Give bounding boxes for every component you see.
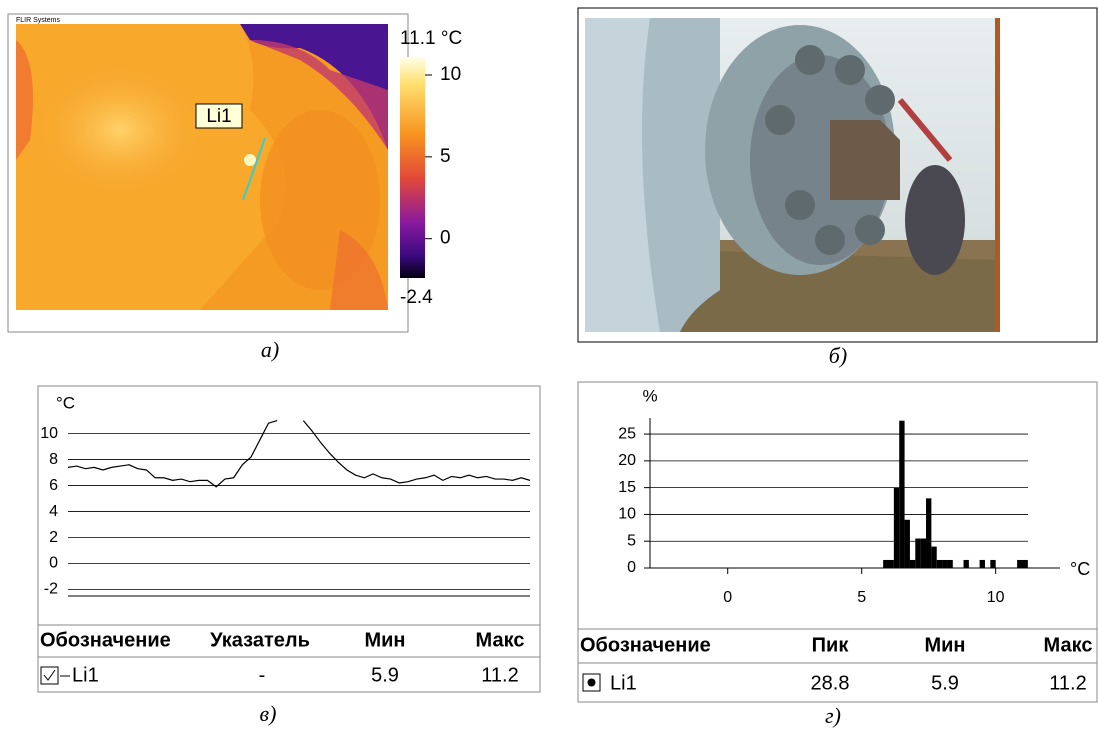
table-cell: Li1 xyxy=(610,672,637,694)
table-header: Указатель xyxy=(210,629,310,651)
bar xyxy=(942,559,948,568)
x-tick-label: 10 xyxy=(987,589,1005,606)
bar xyxy=(947,559,953,568)
bar xyxy=(963,559,969,568)
colorbar-tick-label: 5 xyxy=(440,146,451,167)
legend-dot xyxy=(587,678,596,687)
data-line xyxy=(302,420,531,484)
table-cell: 28.8 xyxy=(811,672,850,694)
bar xyxy=(920,538,927,568)
brand: FLIR Systems xyxy=(16,17,60,24)
table-cell: 5.9 xyxy=(371,664,399,686)
bar xyxy=(888,559,894,568)
table-header: Мин xyxy=(364,629,405,651)
y-tick-label: 0 xyxy=(49,555,58,572)
caption: б) xyxy=(829,343,847,368)
y-tick-label: 20 xyxy=(618,452,636,469)
bar xyxy=(926,498,932,568)
bar xyxy=(883,559,889,568)
colorbar-max: 11.1 °C xyxy=(400,28,462,49)
colorbar-tick-label: 0 xyxy=(440,228,451,249)
bar xyxy=(1022,559,1028,568)
data-line xyxy=(67,420,278,488)
marker-label: Li1 xyxy=(206,106,231,127)
y-axis-label: % xyxy=(642,386,657,405)
y-tick-label: 2 xyxy=(49,529,58,546)
y-tick-label: 15 xyxy=(618,479,636,496)
bar xyxy=(915,538,921,568)
bar xyxy=(936,559,943,568)
thermal-image xyxy=(16,24,388,310)
table-header: Мин xyxy=(924,634,965,656)
x-axis-label: °C xyxy=(1070,559,1090,579)
caption: г) xyxy=(825,703,841,728)
y-tick-label: 0 xyxy=(627,559,636,576)
bar xyxy=(899,420,905,568)
table-cell: - xyxy=(259,664,266,686)
check-mark xyxy=(43,669,56,681)
table-header: Макс xyxy=(1044,634,1093,656)
marker-box xyxy=(195,103,243,129)
panel-frame xyxy=(577,381,1098,703)
y-tick-label: 10 xyxy=(618,506,636,523)
table-header: Обозначение xyxy=(580,634,711,656)
table-cell: 5.9 xyxy=(931,672,959,694)
y-tick-label: 4 xyxy=(49,503,58,520)
table-header: Пик xyxy=(812,634,850,656)
bar xyxy=(931,546,937,568)
x-tick-label: 0 xyxy=(723,589,732,606)
bar xyxy=(979,559,985,568)
y-tick-label: 10 xyxy=(40,425,58,442)
y-tick-label: 5 xyxy=(627,532,636,549)
table-header: Обозначение xyxy=(40,629,171,651)
caption: а) xyxy=(261,337,279,362)
y-tick-label: 25 xyxy=(618,425,636,442)
colorbar-min: -2.4 xyxy=(400,287,433,308)
x-tick-label: 5 xyxy=(857,589,866,606)
bar xyxy=(904,519,910,568)
y-tick-label: -2 xyxy=(44,581,58,598)
bar xyxy=(1017,559,1023,568)
colorbar xyxy=(400,57,425,278)
colorbar-tick-label: 10 xyxy=(440,64,461,85)
bar xyxy=(990,559,996,568)
table-cell: 11.2 xyxy=(1049,672,1086,694)
table-cell: 11.2 xyxy=(481,664,518,686)
bar xyxy=(893,487,900,568)
panel-frame xyxy=(37,385,541,693)
y-tick-label: 6 xyxy=(49,477,58,494)
bar xyxy=(909,559,916,568)
photo xyxy=(585,18,1000,332)
caption: в) xyxy=(260,701,277,726)
y-tick-label: 8 xyxy=(49,451,58,468)
table-cell: Li1 xyxy=(72,664,99,686)
table-header: Макс xyxy=(476,629,525,651)
checkbox[interactable] xyxy=(40,666,59,685)
y-axis-label: °C xyxy=(56,393,75,412)
